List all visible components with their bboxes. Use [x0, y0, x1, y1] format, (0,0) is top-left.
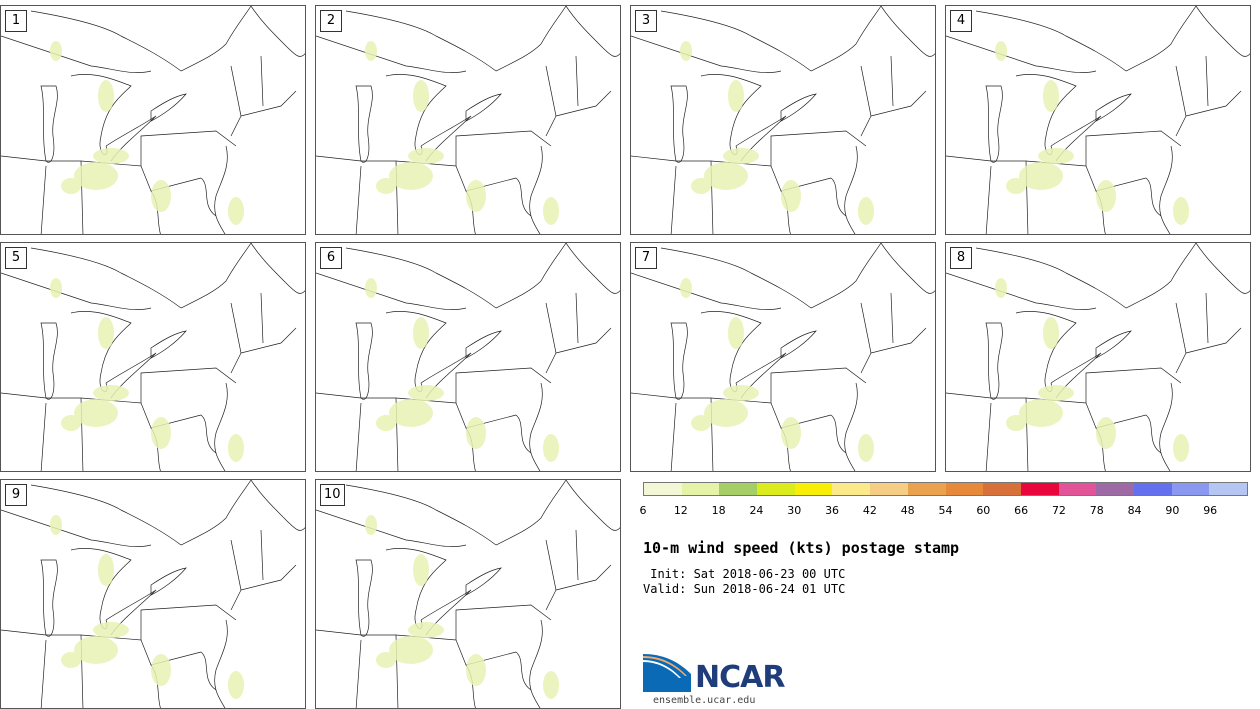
colorbar-segment [1133, 483, 1172, 495]
map-panel: 3 [630, 5, 936, 235]
map-basemap-icon [631, 6, 935, 234]
map-basemap-icon [1, 6, 305, 234]
colorbar-tick-label: 36 [825, 504, 840, 517]
panel-number: 7 [635, 247, 657, 269]
panel-number: 4 [950, 10, 972, 32]
plot-title: 10-m wind speed (kts) postage stamp [643, 539, 960, 557]
colorbar-tick-label: 42 [862, 504, 877, 517]
panel-number: 1 [5, 10, 27, 32]
colorbar-segment [1209, 483, 1247, 495]
colorbar-segment [757, 483, 795, 495]
panel-number: 10 [320, 484, 345, 506]
map-basemap-icon [316, 6, 620, 234]
colorbar-tick-label: 12 [673, 504, 688, 517]
colorbar-tick-label: 54 [938, 504, 953, 517]
colorbar-tick-label: 90 [1165, 504, 1180, 517]
map-panel: 1 [0, 5, 306, 235]
map-basemap-icon [1, 480, 305, 708]
colorbar-tick-label: 72 [1051, 504, 1066, 517]
map-panel: 8 [945, 242, 1251, 472]
colorbar-tick-label: 60 [976, 504, 991, 517]
logo-name: NCAR [695, 660, 785, 695]
colorbar-segment [681, 483, 720, 495]
valid-time: Valid: Sun 2018-06-24 01 UTC [643, 582, 846, 596]
map-basemap-icon [316, 480, 620, 708]
map-panel: 4 [945, 5, 1251, 235]
colorbar-tick-label: 48 [900, 504, 915, 517]
colorbar-tick-label: 18 [711, 504, 726, 517]
colorbar-segment [907, 483, 946, 495]
ncar-logo-icon [643, 654, 691, 692]
colorbar-legend: 6 12 18 24 30 36 42 48 54 60 66 72 78 84 90 96 [639, 482, 1248, 522]
panel-number: 8 [950, 247, 972, 269]
map-basemap-icon [946, 243, 1250, 471]
map-panel: 10 [315, 479, 621, 709]
colorbar-segment [794, 483, 833, 495]
panel-number: 6 [320, 247, 342, 269]
init-time: Init: Sat 2018-06-23 00 UTC [643, 567, 846, 581]
colorbar-tick-label: 96 [1203, 504, 1218, 517]
colorbar-segment [832, 483, 871, 495]
colorbar-segment [1171, 483, 1210, 495]
colorbar-tick-label: 78 [1089, 504, 1104, 517]
map-panel: 9 [0, 479, 306, 709]
website-link[interactable]: ensemble.ucar.edu [653, 695, 756, 706]
panel-number: 3 [635, 10, 657, 32]
map-panel: 6 [315, 242, 621, 472]
colorbar-tick-label: 66 [1014, 504, 1029, 517]
colorbar-segment [719, 483, 758, 495]
colorbar-segment [945, 483, 984, 495]
colorbar-segment [983, 483, 1021, 495]
colorbar-segment [644, 483, 682, 495]
panel-number: 2 [320, 10, 342, 32]
colorbar-tick-label: 84 [1127, 504, 1142, 517]
colorbar-tick-label: 24 [749, 504, 764, 517]
map-panel: 2 [315, 5, 621, 235]
map-basemap-icon [631, 243, 935, 471]
map-panel: 7 [630, 242, 936, 472]
map-panel: 5 [0, 242, 306, 472]
panel-number: 5 [5, 247, 27, 269]
colorbar-segment [1020, 483, 1059, 495]
colorbar-segment [1058, 483, 1097, 495]
map-basemap-icon [946, 6, 1250, 234]
panel-number: 9 [5, 484, 27, 506]
colorbar-tick-label: 30 [787, 504, 802, 517]
colorbar-tick-label: 6 [639, 504, 647, 517]
map-basemap-icon [316, 243, 620, 471]
colorbar-segment [1096, 483, 1134, 495]
colorbar-segment [870, 483, 908, 495]
map-basemap-icon [1, 243, 305, 471]
colorbar [643, 482, 1248, 496]
